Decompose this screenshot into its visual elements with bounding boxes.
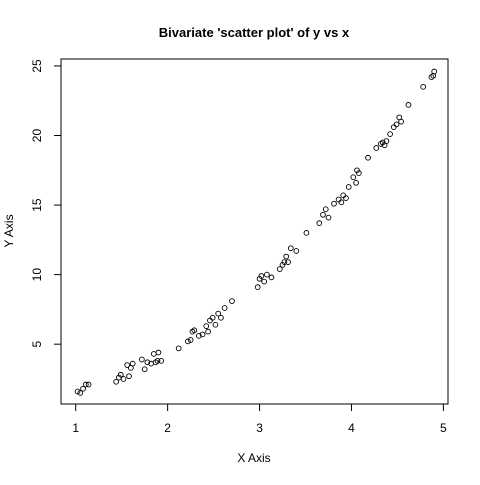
- data-point: [74, 388, 81, 395]
- data-point: [155, 349, 162, 356]
- data-point: [353, 179, 359, 186]
- data-point: [80, 385, 86, 392]
- data-point: [199, 331, 206, 338]
- data-point: [258, 273, 265, 279]
- x-tick-label: 4: [348, 421, 355, 435]
- x-axis: 1 2 3 4 5: [72, 403, 447, 435]
- data-point: [82, 381, 89, 388]
- data-point: [154, 358, 161, 364]
- data-point: [196, 332, 202, 339]
- data-point: [85, 381, 92, 388]
- data-point: [139, 356, 145, 363]
- y-axis: 5 10 15 20 25: [30, 59, 62, 348]
- data-point: [383, 138, 390, 144]
- y-tick-label: 15: [30, 198, 44, 212]
- data-point: [430, 72, 437, 79]
- data-point: [203, 323, 210, 329]
- data-point: [144, 359, 151, 366]
- data-point: [229, 298, 235, 304]
- data-point: [285, 259, 291, 265]
- data-point: [393, 121, 400, 128]
- data-point: [340, 192, 347, 199]
- data-point: [350, 174, 357, 181]
- data-point: [316, 220, 323, 227]
- data-point: [185, 338, 191, 345]
- data-point: [215, 310, 222, 317]
- x-tick-label: 3: [256, 421, 263, 435]
- data-point: [113, 378, 120, 385]
- data-point: [207, 317, 213, 324]
- y-tick-label: 5: [30, 341, 44, 348]
- data-point: [325, 214, 332, 221]
- data-point: [338, 199, 345, 206]
- data-point: [77, 390, 84, 396]
- data-point: [117, 371, 124, 378]
- data-point: [390, 124, 397, 131]
- data-point: [343, 195, 349, 201]
- data-point: [387, 131, 393, 137]
- data-point: [141, 366, 148, 373]
- data-point: [120, 376, 127, 382]
- data-point: [276, 266, 283, 272]
- data-point: [322, 206, 329, 213]
- data-point: [431, 68, 438, 75]
- data-point: [420, 83, 427, 90]
- data-point: [320, 211, 326, 218]
- x-tick-label: 2: [164, 421, 171, 435]
- data-points: [74, 68, 438, 396]
- chart-title: Bivariate 'scatter plot' of y vs x: [159, 25, 350, 40]
- data-point: [218, 314, 224, 321]
- data-point: [212, 321, 219, 328]
- data-point: [129, 360, 136, 367]
- y-tick-label: 20: [30, 129, 44, 143]
- y-tick-label: 10: [30, 268, 44, 282]
- data-point: [405, 102, 412, 108]
- x-tick-label: 5: [440, 421, 447, 435]
- data-point: [124, 362, 131, 368]
- data-point: [187, 337, 194, 343]
- data-point: [126, 373, 132, 380]
- plot-frame: [60, 58, 449, 405]
- data-point: [398, 118, 404, 125]
- data-point: [205, 328, 211, 335]
- data-point: [283, 253, 290, 260]
- data-point: [345, 184, 352, 190]
- data-point: [281, 259, 288, 265]
- data-point: [268, 274, 275, 281]
- data-point: [254, 284, 261, 290]
- data-point: [331, 200, 337, 207]
- data-point: [150, 351, 157, 357]
- y-axis-title: Y Axis: [2, 214, 16, 247]
- data-point: [209, 314, 216, 321]
- data-point: [303, 230, 310, 236]
- x-tick-label: 1: [72, 421, 79, 435]
- data-point: [373, 145, 380, 151]
- data-point: [221, 305, 228, 311]
- data-point: [293, 248, 300, 254]
- data-point: [261, 278, 268, 285]
- data-point: [287, 245, 294, 252]
- data-point: [158, 358, 165, 364]
- data-point: [191, 327, 198, 334]
- data-point: [335, 196, 342, 203]
- data-point: [264, 271, 270, 278]
- y-tick-label: 25: [30, 59, 44, 73]
- data-point: [365, 154, 371, 161]
- data-point: [175, 345, 182, 352]
- data-point: [355, 170, 362, 176]
- x-axis-title: X Axis: [237, 451, 270, 465]
